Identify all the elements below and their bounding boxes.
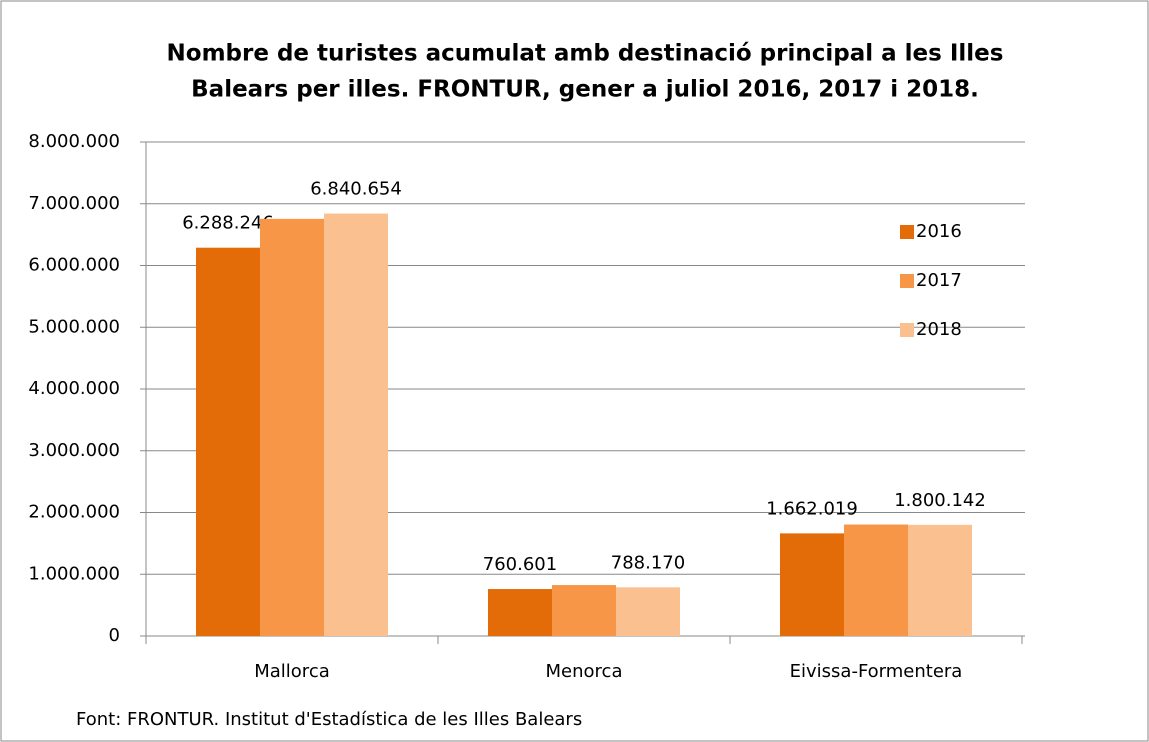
legend-swatch <box>900 225 914 239</box>
legend-swatch <box>900 323 914 337</box>
legend-label: 2016 <box>916 221 962 242</box>
chart-title: Nombre de turistes acumulat amb destinac… <box>167 41 1004 67</box>
data-label: 788.170 <box>611 552 685 573</box>
y-tick-label: 6.000.000 <box>28 255 120 276</box>
y-tick-label: 4.000.000 <box>28 378 120 399</box>
chart-title: Balears per illes. FRONTUR, gener a juli… <box>191 77 979 103</box>
y-tick-label: 5.000.000 <box>28 316 120 337</box>
bar <box>844 524 908 636</box>
y-tick-label: 2.000.000 <box>28 502 120 523</box>
bar <box>908 524 972 636</box>
y-tick-label: 7.000.000 <box>28 193 120 214</box>
data-label: 1.800.142 <box>894 490 986 511</box>
data-label: 1.662.019 <box>766 498 858 519</box>
source-note: Font: FRONTUR. Institut d'Estadística de… <box>76 709 582 730</box>
bar <box>552 585 616 636</box>
bar <box>260 218 324 636</box>
legend-label: 2018 <box>916 319 962 340</box>
y-tick-label: 0 <box>109 625 120 646</box>
x-tick-label: Eivissa-Formentera <box>790 661 963 682</box>
x-tick-label: Mallorca <box>254 661 330 682</box>
y-tick-label: 1.000.000 <box>28 563 120 584</box>
y-tick-label: 8.000.000 <box>28 131 120 152</box>
bar <box>488 589 552 636</box>
bar <box>324 213 388 637</box>
data-label: 6.288.246 <box>182 213 274 234</box>
legend-swatch <box>900 274 914 288</box>
data-label: 760.601 <box>483 554 557 575</box>
bar <box>780 533 844 636</box>
bar <box>196 247 260 636</box>
x-tick-label: Menorca <box>546 661 623 682</box>
y-tick-label: 3.000.000 <box>28 440 120 461</box>
legend-label: 2017 <box>916 270 962 291</box>
data-label: 6.840.654 <box>310 179 402 200</box>
bar <box>616 587 680 636</box>
